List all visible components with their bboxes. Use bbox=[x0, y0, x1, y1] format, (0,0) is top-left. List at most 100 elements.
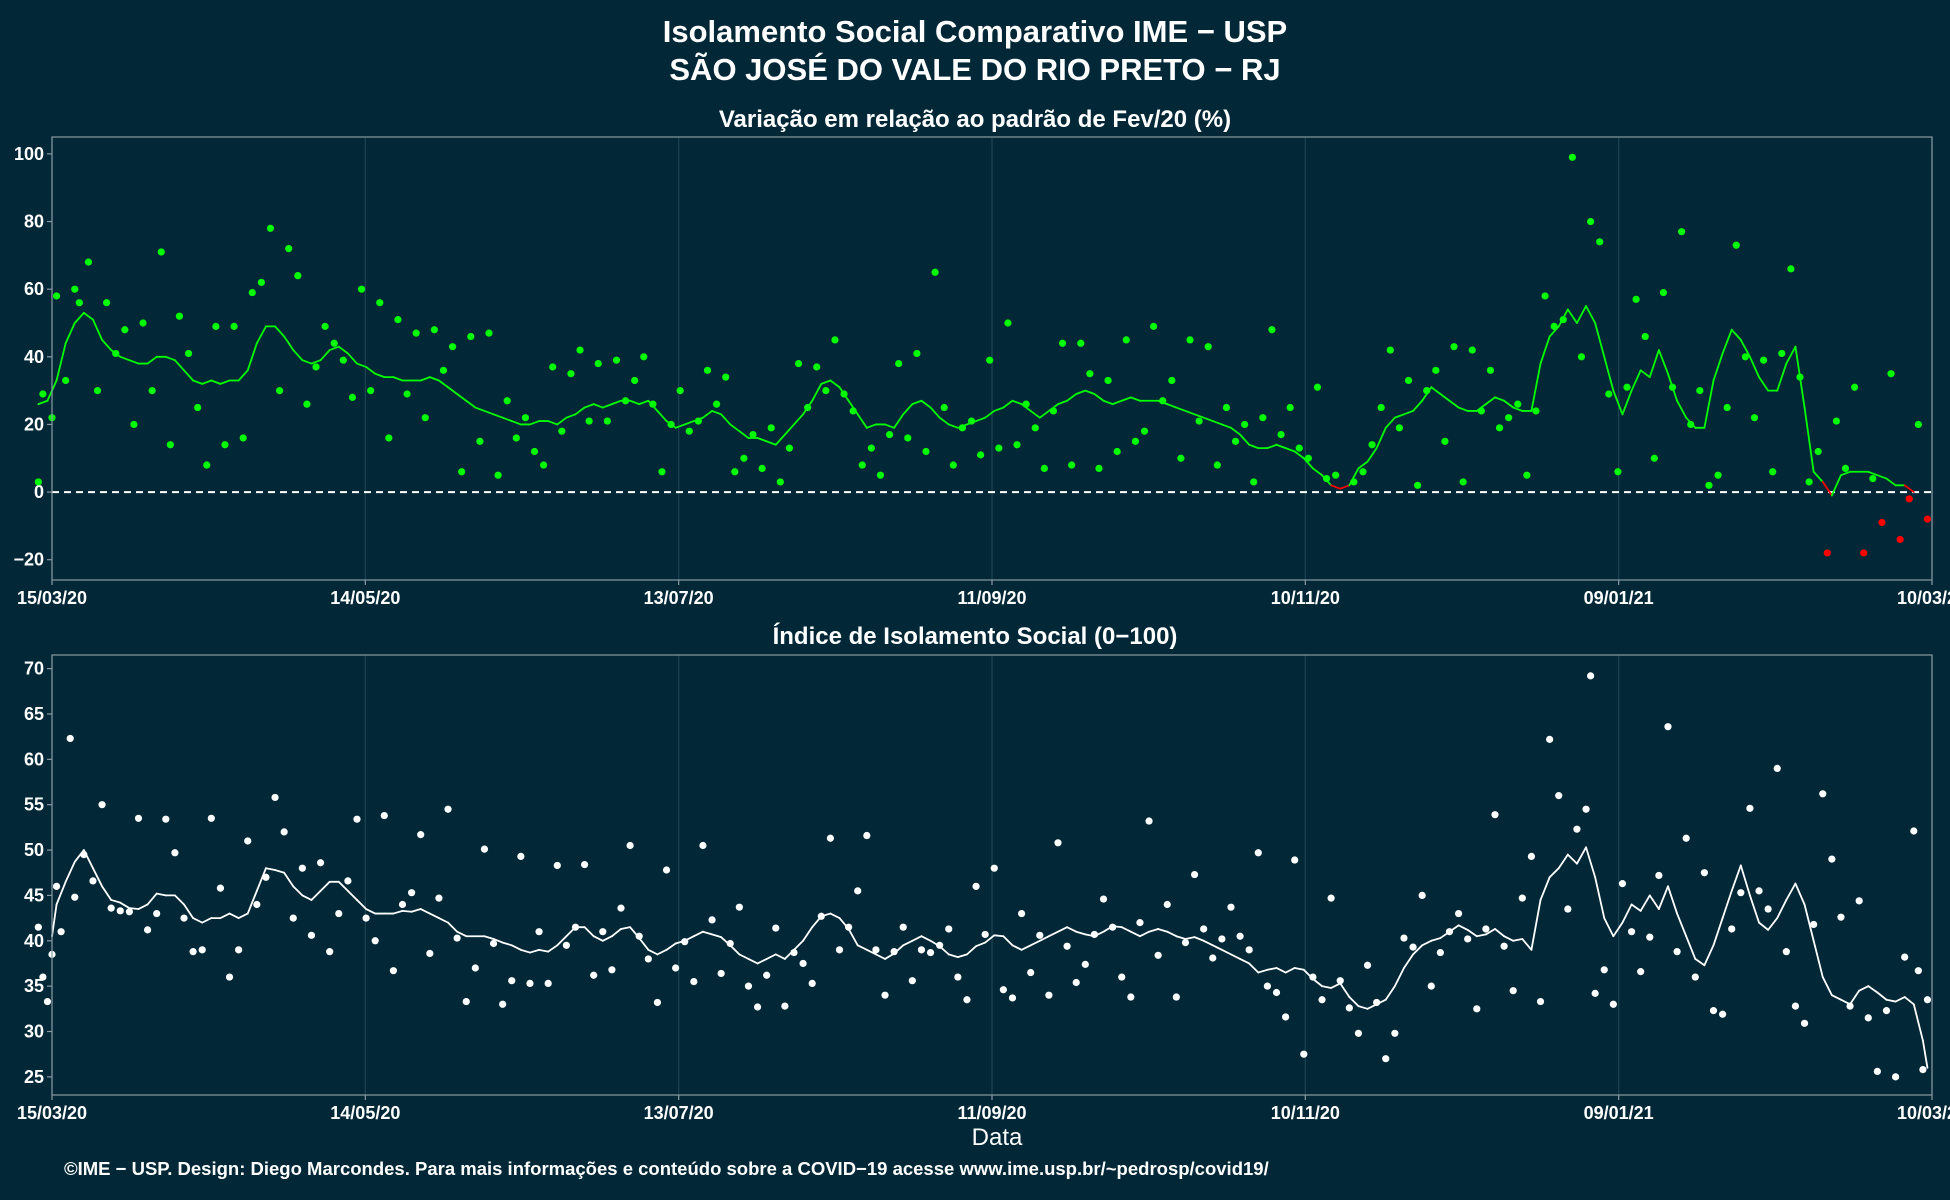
index-point bbox=[1914, 967, 1922, 975]
trend-line-segment bbox=[611, 928, 622, 938]
trend-line-segment bbox=[346, 352, 358, 365]
variation-point bbox=[494, 471, 502, 479]
trend-line-segment bbox=[1475, 933, 1487, 938]
variation-point bbox=[1250, 478, 1258, 486]
index-point bbox=[1200, 925, 1208, 933]
variation-point bbox=[585, 417, 593, 425]
index-point bbox=[845, 923, 853, 931]
trend-line-segment bbox=[164, 355, 176, 362]
trend-line-segment bbox=[64, 860, 76, 883]
trend-line-segment bbox=[738, 430, 750, 439]
trend-line-segment bbox=[1730, 864, 1742, 892]
trend-line-segment bbox=[392, 376, 404, 382]
trend-line-segment bbox=[1621, 903, 1633, 924]
trend-line-segment bbox=[64, 322, 76, 345]
top-panel-title: Variação em relação ao padrão de Fev/20 … bbox=[719, 106, 1231, 133]
trend-line-segment bbox=[1803, 903, 1815, 942]
variation-point bbox=[1860, 549, 1868, 557]
trend-line-segment bbox=[328, 345, 340, 351]
trend-line-segment bbox=[601, 935, 613, 942]
index-point bbox=[1646, 933, 1654, 941]
index-point bbox=[344, 877, 352, 885]
trend-line-segment bbox=[1758, 376, 1770, 392]
y-tick-label: 55 bbox=[24, 795, 44, 815]
index-point bbox=[271, 793, 279, 802]
index-point bbox=[1099, 895, 1108, 903]
trend-line-segment bbox=[1840, 470, 1851, 477]
trend-line-segment bbox=[1739, 864, 1751, 897]
trend-line-segment bbox=[1657, 349, 1669, 375]
variation-point bbox=[276, 387, 284, 395]
trend-line-segment bbox=[1011, 944, 1023, 951]
index-point bbox=[280, 828, 288, 836]
variation-point bbox=[612, 356, 621, 364]
variation-point bbox=[749, 430, 757, 439]
variation-point bbox=[1095, 464, 1103, 473]
index-point bbox=[662, 866, 671, 874]
trend-line-segment bbox=[729, 423, 741, 433]
trend-line-segment bbox=[783, 423, 795, 436]
trend-line-segment bbox=[1266, 443, 1278, 450]
trend-line-segment bbox=[1621, 389, 1633, 416]
trend-line-segment bbox=[1484, 396, 1496, 406]
variation-point bbox=[713, 400, 721, 408]
trend-line-segment bbox=[1539, 876, 1551, 901]
index-point bbox=[644, 955, 652, 963]
trend-line-segment bbox=[492, 413, 504, 419]
variation-point bbox=[1432, 366, 1440, 374]
index-point bbox=[235, 946, 243, 954]
variation-point bbox=[239, 434, 247, 442]
trend-line-segment bbox=[365, 366, 377, 375]
index-point bbox=[562, 941, 570, 949]
index-point bbox=[1236, 932, 1244, 940]
trend-line-segment bbox=[574, 406, 586, 416]
variation-point bbox=[1577, 353, 1586, 361]
trend-line-segment bbox=[92, 867, 103, 888]
variation-point bbox=[1723, 403, 1731, 412]
index-point bbox=[1737, 889, 1745, 897]
variation-point bbox=[1696, 387, 1704, 395]
trend-line-segment bbox=[1512, 406, 1524, 412]
index-point bbox=[1509, 987, 1517, 995]
trend-line-segment bbox=[1548, 867, 1560, 879]
index-point bbox=[43, 997, 52, 1006]
index-point bbox=[1418, 891, 1426, 900]
variation-point bbox=[367, 387, 375, 395]
trend-line-segment bbox=[310, 889, 322, 901]
trend-line-segment bbox=[1129, 930, 1141, 938]
variation-point bbox=[1131, 437, 1139, 445]
x-axis-label: Data bbox=[972, 1124, 1023, 1151]
y-tick-label: 25 bbox=[24, 1067, 44, 1087]
trend-line-segment bbox=[865, 423, 877, 429]
trend-line-segment bbox=[1002, 399, 1014, 409]
trend-line-segment bbox=[829, 379, 841, 389]
variation-point bbox=[1714, 471, 1722, 479]
trend-line-segment bbox=[984, 934, 996, 944]
trend-line-segment bbox=[1211, 944, 1223, 951]
variation-point bbox=[1168, 376, 1176, 385]
variation-point bbox=[1359, 468, 1367, 476]
index-point bbox=[207, 814, 215, 822]
trend-line-segment bbox=[1184, 936, 1196, 940]
trend-line-segment bbox=[547, 420, 559, 426]
variation-point bbox=[594, 359, 602, 368]
trend-line-segment bbox=[1694, 958, 1706, 967]
variation-point bbox=[785, 444, 794, 452]
variation-point bbox=[476, 437, 484, 445]
index-point bbox=[1800, 1019, 1809, 1027]
variation-point bbox=[84, 258, 93, 266]
trend-line-segment bbox=[947, 423, 959, 429]
variation-point bbox=[949, 461, 957, 469]
trend-line-segment bbox=[1448, 399, 1460, 409]
index-point bbox=[1700, 869, 1708, 877]
index-point bbox=[580, 860, 589, 869]
variation-point bbox=[876, 471, 885, 479]
variation-point bbox=[1505, 414, 1513, 422]
index-point bbox=[1464, 935, 1472, 943]
trend-line-segment bbox=[1785, 882, 1797, 901]
index-point bbox=[808, 979, 816, 988]
trend-line-segment bbox=[1403, 410, 1414, 416]
variation-point bbox=[1031, 424, 1039, 432]
index-point bbox=[1837, 913, 1845, 921]
